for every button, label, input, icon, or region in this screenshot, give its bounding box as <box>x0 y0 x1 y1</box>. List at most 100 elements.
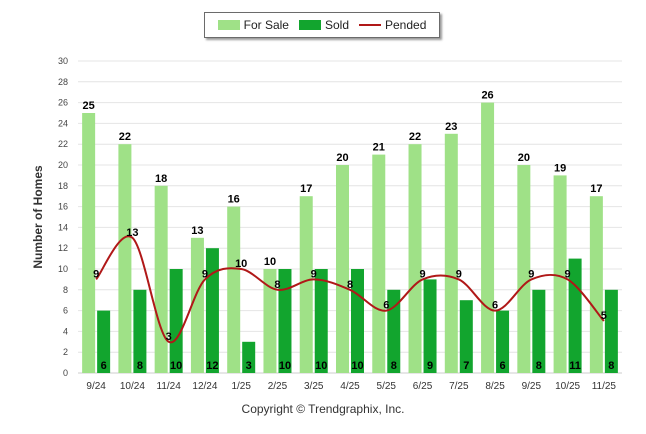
sold-bar <box>604 289 618 373</box>
for-sale-bar <box>336 165 349 373</box>
sold-bar <box>387 289 401 373</box>
for-sale-bar <box>517 165 531 373</box>
x-tick-label: 7/25 <box>449 381 469 392</box>
sold-bar <box>459 300 473 373</box>
sold-data-label: 8 <box>391 360 397 372</box>
for-sale-bar <box>118 144 132 373</box>
pended-line <box>95 235 605 344</box>
sold-data-label: 7 <box>463 360 469 372</box>
y-tick-label: 16 <box>58 202 68 212</box>
sold-bar <box>97 310 111 373</box>
sold-bar <box>423 279 437 373</box>
chart-legend: For Sale Sold Pended <box>204 12 440 38</box>
y-tick-label: 18 <box>58 181 68 191</box>
for-sale-bar <box>444 133 458 373</box>
sold-bar <box>205 248 219 373</box>
pended-data-label: 9 <box>565 268 571 280</box>
for-sale-bar <box>481 102 495 373</box>
y-tick-label: 22 <box>58 139 68 149</box>
for-sale-bar <box>589 196 603 373</box>
pended-data-label: 6 <box>383 300 389 312</box>
legend-label-for-sale: For Sale <box>243 18 289 32</box>
sold-data-label: 10 <box>315 360 327 372</box>
x-tick-label: 10/25 <box>555 381 580 392</box>
sold-data-label: 3 <box>246 360 252 372</box>
for-sale-bar <box>82 113 96 373</box>
for-sale-data-label: 18 <box>155 173 167 185</box>
for-sale-data-label: 22 <box>409 131 421 143</box>
pended-data-label: 13 <box>126 227 138 239</box>
y-tick-label: 6 <box>63 306 68 316</box>
for-sale-bar <box>154 185 168 373</box>
for-sale-bar <box>553 175 567 373</box>
y-tick-label: 28 <box>58 77 68 87</box>
sold-bar <box>314 269 328 373</box>
sold-data-label: 8 <box>608 360 614 372</box>
legend-label-pended: Pended <box>385 18 427 32</box>
for-sale-bar <box>372 154 386 373</box>
for-sale-data-label: 26 <box>481 90 493 102</box>
for-sale-bar <box>227 206 241 373</box>
for-sale-data-label: 20 <box>336 152 348 164</box>
x-tick-label: 4/25 <box>340 381 360 392</box>
for-sale-bar <box>190 237 204 373</box>
sold-data-label: 6 <box>101 360 107 372</box>
for-sale-data-label: 17 <box>590 183 602 195</box>
legend-item-for-sale[interactable]: For Sale <box>217 18 289 32</box>
for-sale-bar <box>299 196 313 373</box>
x-tick-label: 2/25 <box>268 381 288 392</box>
sold-bar <box>351 269 364 373</box>
y-tick-label: 2 <box>63 347 68 357</box>
x-tick-label: 8/25 <box>485 381 505 392</box>
legend-item-pended[interactable]: Pended <box>359 18 426 32</box>
pended-data-label: 3 <box>166 331 172 343</box>
y-tick-label: 10 <box>58 264 68 274</box>
for-sale-data-label: 25 <box>83 100 95 112</box>
sold-data-label: 8 <box>137 360 143 372</box>
sold-swatch <box>298 20 321 30</box>
sold-bar <box>532 289 546 373</box>
copyright-text: Copyright © Trendgraphix, Inc. <box>241 402 405 416</box>
sold-data-label: 12 <box>206 360 218 372</box>
pended-data-label: 9 <box>528 268 534 280</box>
pended-data-label: 8 <box>274 279 280 291</box>
x-tick-label: 5/25 <box>377 381 397 392</box>
sold-bar <box>169 269 183 373</box>
for-sale-data-label: 23 <box>445 121 457 133</box>
legend-label-sold: Sold <box>324 18 349 32</box>
pended-swatch <box>359 24 381 26</box>
sold-bar <box>496 310 510 373</box>
y-tick-label: 26 <box>58 98 68 108</box>
for-sale-data-label: 22 <box>119 131 131 143</box>
x-tick-label: 10/24 <box>120 381 145 392</box>
y-axis-title: Number of Homes <box>31 165 45 269</box>
y-tick-label: 20 <box>58 160 68 170</box>
pended-data-label: 5 <box>601 310 607 322</box>
for-sale-bar <box>263 269 277 373</box>
sold-data-label: 11 <box>569 360 581 372</box>
for-sale-data-label: 10 <box>264 256 276 268</box>
for-sale-bar <box>408 144 422 373</box>
for-sale-data-label: 21 <box>373 142 385 154</box>
x-tick-label: 3/25 <box>304 381 324 392</box>
sold-data-label: 10 <box>170 360 182 372</box>
for-sale-data-label: 19 <box>554 162 566 174</box>
sold-data-label: 10 <box>351 360 363 372</box>
sold-data-label: 9 <box>427 360 433 372</box>
y-tick-label: 4 <box>63 326 68 336</box>
x-tick-label: 11/24 <box>157 381 182 392</box>
x-tick-label: 12/24 <box>192 381 217 392</box>
y-tick-label: 14 <box>58 222 68 232</box>
for-sale-data-label: 17 <box>300 183 312 195</box>
pended-data-label: 9 <box>93 268 99 280</box>
pended-data-label: 9 <box>202 268 208 280</box>
for-sale-data-label: 20 <box>518 152 530 164</box>
y-tick-label: 24 <box>58 118 68 128</box>
legend-item-sold[interactable]: Sold <box>298 18 349 32</box>
sold-data-label: 8 <box>536 360 542 372</box>
y-tick-label: 8 <box>63 285 68 295</box>
y-tick-label: 12 <box>58 243 68 253</box>
pended-data-label: 6 <box>492 300 498 312</box>
x-tick-label: 9/25 <box>522 381 542 392</box>
